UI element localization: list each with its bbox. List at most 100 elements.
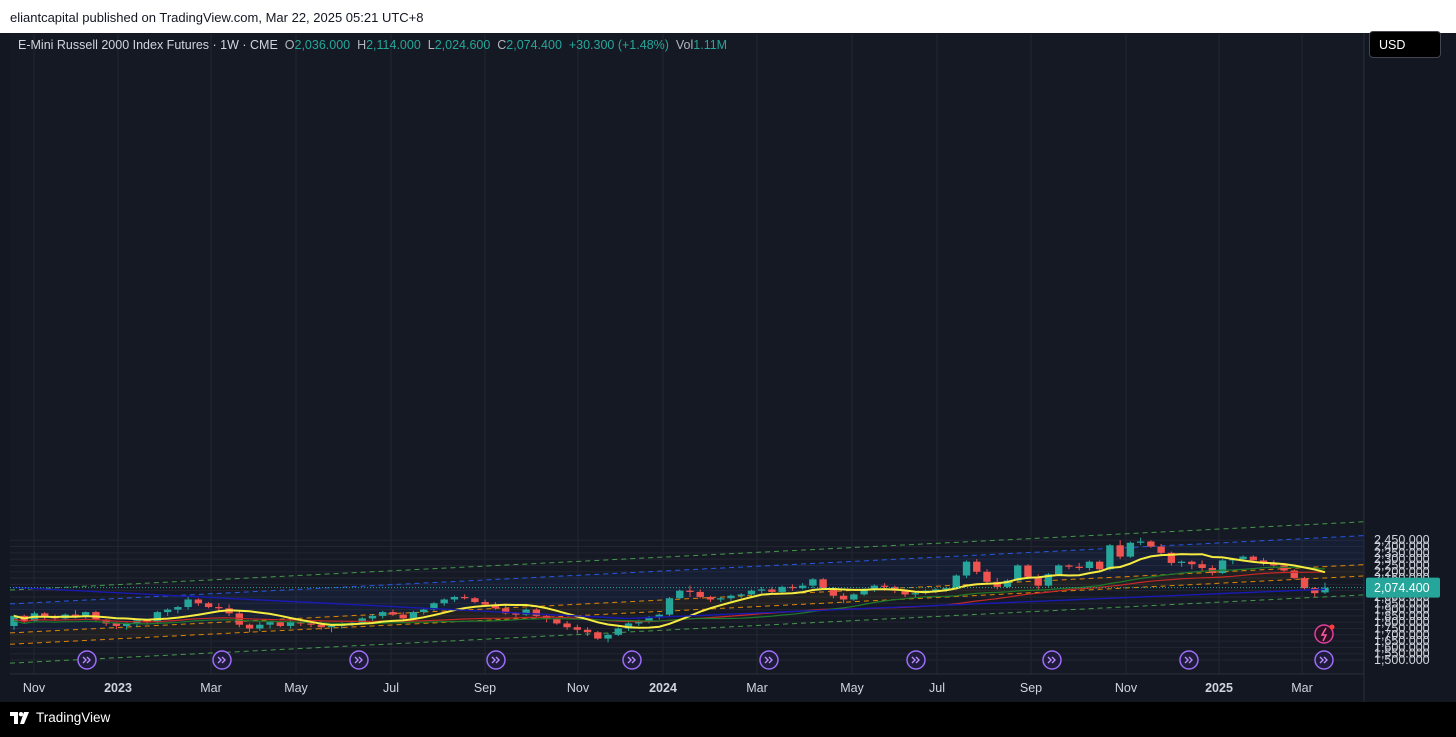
candle-body: [717, 598, 725, 600]
candle-body: [973, 561, 981, 572]
x-tick-label: 2024: [649, 681, 677, 695]
event-marker-icon[interactable]: [1179, 650, 1199, 670]
y-tick-label: 1,600.000: [1374, 640, 1430, 654]
event-marker-icon[interactable]: [1042, 650, 1062, 670]
candle-body: [1003, 580, 1012, 587]
ma-yellow-line: [13, 553, 1326, 629]
candle-body: [194, 599, 203, 604]
channel-top-line: [9, 521, 1365, 591]
candle-body: [1075, 566, 1083, 568]
candle-body: [819, 579, 827, 589]
candle-body: [297, 622, 305, 624]
event-marker-ring: [759, 650, 779, 670]
candle-body: [122, 623, 131, 626]
event-marker-icon[interactable]: [1314, 650, 1334, 670]
candle-body: [358, 618, 366, 623]
footer-bar: [0, 702, 1456, 737]
volume-value: 1.11M: [693, 38, 728, 52]
event-marker-arrows: [491, 656, 500, 664]
candle-body: [962, 561, 971, 576]
candle-body: [788, 586, 797, 589]
high-label: H: [357, 38, 367, 52]
y-tick-label: 1,550.000: [1374, 647, 1430, 661]
event-marker-icon[interactable]: [759, 650, 779, 670]
candle-body: [1136, 541, 1145, 543]
channel-bottom-line: [9, 594, 1365, 664]
x-tick-label: 2023: [104, 681, 132, 695]
x-tick-label: May: [840, 681, 864, 695]
candle-body: [1014, 565, 1022, 581]
flash-dot: [1329, 624, 1335, 630]
event-marker-arrows: [1184, 656, 1193, 664]
event-marker-ring: [77, 650, 97, 670]
candle-body: [809, 579, 817, 586]
candle-body: [757, 589, 766, 591]
candle-body: [389, 612, 397, 615]
candle-body: [1290, 570, 1298, 579]
candle-body: [645, 617, 653, 621]
y-tick-label: 1,900.000: [1374, 603, 1430, 617]
candle-body: [266, 622, 274, 625]
candle-body: [952, 575, 960, 589]
y-tick-label: 2,400.000: [1374, 540, 1430, 554]
event-marker-icon[interactable]: [212, 650, 232, 670]
candle-body: [798, 585, 807, 589]
candle-body: [1300, 578, 1309, 589]
x-tick-label: 2025: [1205, 681, 1233, 695]
upper-channel-fill: [10, 535, 1364, 633]
candle-body: [174, 607, 182, 610]
candle-body: [460, 596, 469, 599]
price-tag-box: [1366, 577, 1440, 598]
flash-alert-icon[interactable]: [1314, 624, 1335, 644]
event-marker-icon[interactable]: [77, 650, 97, 670]
event-marker-ring: [622, 650, 642, 670]
event-marker-icon[interactable]: [622, 650, 642, 670]
event-marker-ring: [906, 650, 926, 670]
candle-body: [860, 589, 868, 595]
candle-body: [235, 613, 244, 625]
candle-body: [1239, 556, 1247, 560]
event-marker-icon[interactable]: [486, 650, 506, 670]
currency-button[interactable]: USD: [1369, 31, 1441, 58]
candle-body: [1321, 587, 1329, 593]
flash-bolt: [1320, 627, 1328, 642]
candle-body: [420, 609, 428, 613]
candle-body: [686, 590, 694, 592]
event-marker-icon[interactable]: [906, 650, 926, 670]
price-tag-label: 2,074.400: [1374, 581, 1430, 595]
symbol-title: E-Mini Russell 2000 Index Futures · 1W ·…: [18, 38, 278, 52]
candle-body: [163, 609, 172, 613]
candle-body: [583, 629, 592, 633]
event-marker-ring: [1179, 650, 1199, 670]
candle-body: [522, 609, 530, 615]
candle-body: [1065, 565, 1073, 567]
candle-body: [614, 628, 622, 635]
candle-body: [839, 595, 848, 600]
candle-body: [850, 594, 858, 600]
event-marker-icon[interactable]: [349, 650, 369, 670]
candle-body: [379, 612, 387, 616]
y-tick-label: 1,950.000: [1374, 596, 1430, 610]
candle-body: [1157, 546, 1165, 553]
candle-body: [245, 624, 254, 629]
candle-body: [440, 599, 448, 604]
tradingview-brand[interactable]: TradingView: [10, 710, 110, 725]
candle-body: [286, 622, 295, 626]
candle-body: [430, 603, 438, 610]
candle-body: [512, 613, 520, 615]
candle-body: [604, 634, 612, 639]
x-tick-label: May: [284, 681, 308, 695]
open-value: 2,036.000: [294, 38, 351, 52]
y-tick-label: 2,200.000: [1374, 565, 1430, 579]
candle-body: [1177, 561, 1186, 563]
candle-body: [1147, 541, 1155, 547]
candle-body: [1024, 565, 1032, 577]
candle-body: [491, 604, 500, 609]
candle-body: [1034, 576, 1042, 586]
candle-body: [317, 624, 325, 628]
event-marker-arrows: [82, 656, 91, 664]
y-tick-label: 1,850.000: [1374, 609, 1430, 623]
candle-body: [501, 608, 510, 614]
